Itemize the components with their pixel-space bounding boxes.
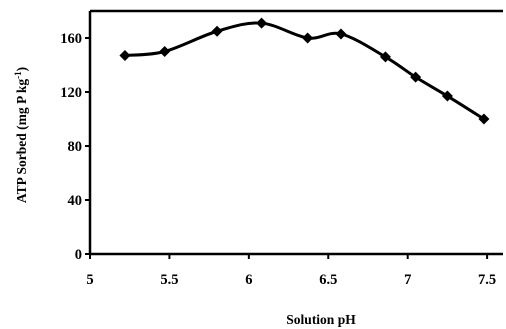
data-point-marker: [410, 71, 422, 83]
x-tick-label: 7.5: [478, 272, 496, 288]
y-axis-title-close: ): [14, 67, 29, 72]
y-tick-label: 120: [60, 85, 82, 101]
data-point-marker: [211, 25, 223, 37]
data-point-marker: [379, 51, 391, 63]
x-tick-label: 6.5: [319, 272, 337, 288]
data-point-marker: [441, 90, 453, 102]
plot-area: [88, 9, 503, 256]
y-axis-title: ATP Sorbed (mg P kg-1): [13, 67, 29, 203]
x-tick-label: 5: [86, 272, 93, 288]
data-point-marker: [256, 17, 268, 29]
x-axis-title: Solution pH: [286, 312, 356, 327]
series-line: [123, 21, 486, 121]
x-tick-label: 6: [245, 272, 252, 288]
x-axis-ticks: 5 5.5 6 6.5 7 7.5: [86, 254, 496, 288]
data-point-marker: [119, 50, 131, 62]
y-axis-title-main: ATP Sorbed (mg P kg: [14, 79, 29, 204]
y-tick-label: 160: [60, 31, 82, 47]
y-axis-ticks: 0 40 80 120 160: [60, 31, 90, 263]
y-axis-title-superscript: -1: [13, 71, 23, 79]
x-tick-label: 5.5: [160, 272, 178, 288]
y-tick-label: 80: [68, 139, 83, 155]
data-point-marker: [335, 28, 347, 40]
data-point-marker: [302, 32, 314, 44]
y-tick-label: 40: [68, 193, 83, 209]
series-layer: [119, 17, 490, 125]
y-tick-label: 0: [75, 247, 82, 263]
data-point-marker: [159, 46, 171, 57]
x-tick-label: 7: [404, 272, 411, 288]
data-point-marker: [478, 113, 490, 125]
